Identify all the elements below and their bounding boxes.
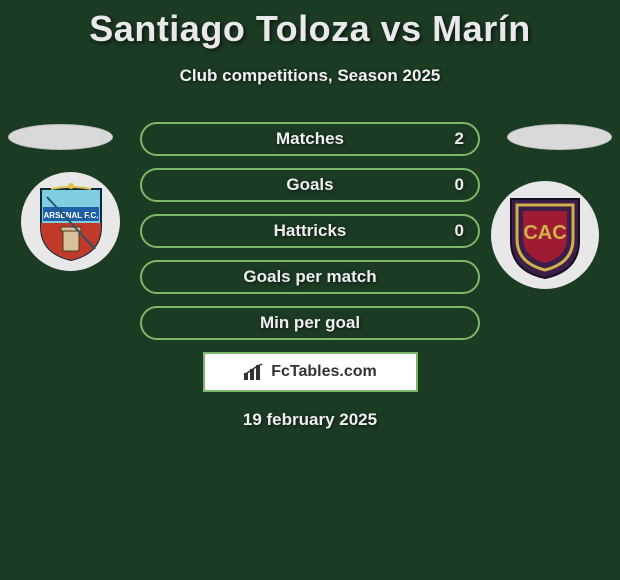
stat-row-min-per-goal: Min per goal <box>140 306 480 340</box>
cac-crest-icon: CAC <box>505 191 585 279</box>
stat-row-hattricks: Hattricks 0 <box>140 214 480 248</box>
stat-label: Goals per match <box>243 267 376 287</box>
club-badge-left: ARSENAL F.C. <box>21 172 120 271</box>
fctables-logo-text: FcTables.com <box>271 363 377 381</box>
stat-value: 0 <box>455 175 464 195</box>
arsenal-fc-crest-icon: ARSENAL F.C. <box>37 183 105 261</box>
svg-text:ARSENAL F.C.: ARSENAL F.C. <box>43 211 98 220</box>
page-title: Santiago Toloza vs Marín <box>0 0 620 50</box>
player-photo-placeholder-right <box>507 124 612 150</box>
stat-value: 2 <box>455 129 464 149</box>
bar-chart-icon <box>243 363 265 381</box>
fctables-logo-box: FcTables.com <box>203 352 418 392</box>
stat-row-goals-per-match: Goals per match <box>140 260 480 294</box>
stat-label: Hattricks <box>274 221 347 241</box>
stat-value: 0 <box>455 221 464 241</box>
svg-text:CAC: CAC <box>523 222 566 244</box>
stats-panel: Matches 2 Goals 0 Hattricks 0 Goals per … <box>140 122 480 430</box>
date-text: 19 february 2025 <box>140 410 480 430</box>
stat-label: Matches <box>276 129 344 149</box>
stat-label: Goals <box>286 175 333 195</box>
subtitle: Club competitions, Season 2025 <box>0 66 620 86</box>
stat-row-goals: Goals 0 <box>140 168 480 202</box>
player-photo-placeholder-left <box>8 124 113 150</box>
club-badge-right: CAC <box>491 181 599 289</box>
stat-row-matches: Matches 2 <box>140 122 480 156</box>
stat-label: Min per goal <box>260 313 360 333</box>
